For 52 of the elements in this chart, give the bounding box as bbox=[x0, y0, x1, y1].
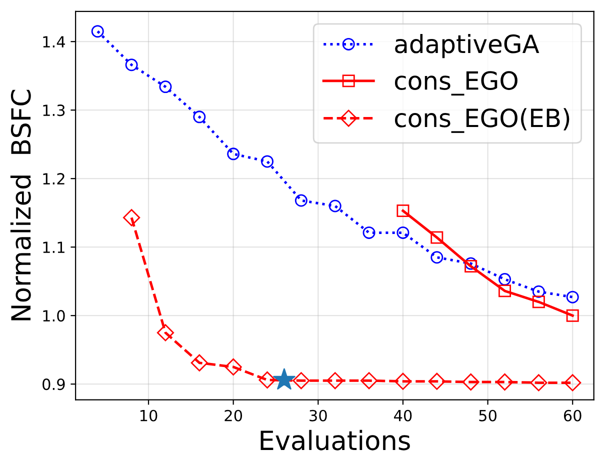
y-tick-label: 0.9 bbox=[42, 378, 65, 390]
point bbox=[428, 372, 446, 390]
point bbox=[430, 231, 444, 244]
point bbox=[396, 226, 410, 239]
point bbox=[532, 285, 545, 298]
point bbox=[394, 372, 412, 390]
point bbox=[122, 209, 140, 226]
point bbox=[91, 25, 104, 38]
legend-label: cons_EGO bbox=[394, 71, 518, 96]
point bbox=[396, 204, 410, 218]
point bbox=[464, 260, 478, 273]
point bbox=[190, 354, 208, 372]
point bbox=[258, 371, 276, 389]
point bbox=[193, 110, 206, 124]
x-tick-label: 30 bbox=[310, 410, 327, 422]
point bbox=[227, 148, 240, 160]
point bbox=[430, 251, 444, 264]
point bbox=[566, 290, 579, 304]
point bbox=[292, 372, 310, 390]
point bbox=[566, 309, 579, 322]
point bbox=[326, 372, 344, 390]
x-tick-label: 40 bbox=[394, 410, 412, 422]
legend-label: cons_EGO(EB) bbox=[394, 108, 570, 133]
point bbox=[156, 324, 174, 342]
point bbox=[224, 358, 242, 376]
point bbox=[360, 372, 378, 390]
point bbox=[273, 368, 296, 390]
x-tick-label: 20 bbox=[224, 410, 242, 422]
point bbox=[294, 194, 308, 207]
point bbox=[498, 284, 511, 298]
point bbox=[496, 373, 514, 391]
point bbox=[328, 200, 342, 212]
point bbox=[530, 374, 548, 392]
y-tick-label: 1.0 bbox=[43, 310, 65, 322]
y-tick-label: 1.3 bbox=[43, 104, 65, 116]
point bbox=[564, 374, 582, 392]
y-tick-label: 1.2 bbox=[43, 173, 64, 184]
x-axis-title: Evaluations bbox=[260, 430, 410, 450]
y-axis-title: Normalized BSFC bbox=[10, 90, 31, 320]
y-tick-label: 1.1 bbox=[43, 242, 64, 253]
x-tick-label: 60 bbox=[564, 410, 582, 422]
legend-label: adaptiveGA bbox=[395, 34, 540, 58]
point bbox=[261, 155, 274, 168]
point bbox=[498, 273, 511, 286]
point bbox=[159, 80, 172, 94]
point bbox=[532, 296, 545, 308]
point bbox=[462, 373, 480, 391]
x-tick-label: 10 bbox=[140, 410, 158, 422]
y-tick-label: 1.4 bbox=[43, 36, 65, 48]
point bbox=[125, 58, 138, 72]
x-tick-label: 50 bbox=[479, 410, 496, 422]
point bbox=[362, 226, 376, 239]
